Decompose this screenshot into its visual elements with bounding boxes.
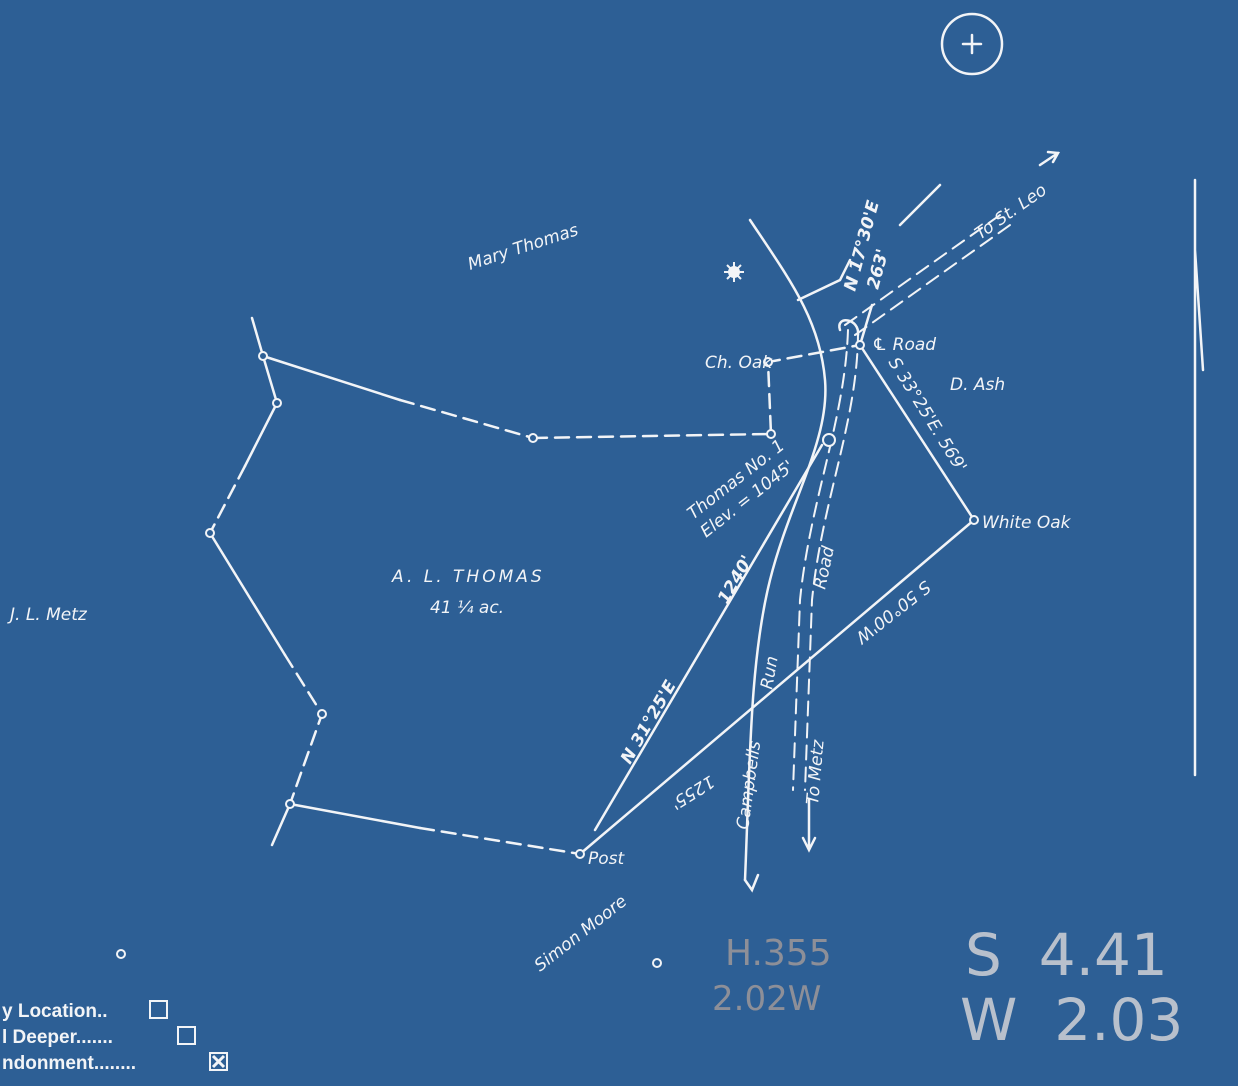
pencil-note: H.355 xyxy=(725,933,832,974)
pencil-note: 2.02W xyxy=(712,979,821,1019)
label: Post xyxy=(588,849,626,869)
label: D. Ash xyxy=(950,375,1005,395)
label: Ch. Oak xyxy=(705,353,773,373)
map: Mary Thomas Ch. Oak ℄ Road D. Ash N 17°3… xyxy=(0,0,1238,1086)
coordinate: S 4.41 xyxy=(965,921,1168,989)
legend-label: y Location.. xyxy=(2,1001,108,1022)
legend-label: ndonment........ xyxy=(2,1053,136,1074)
label: J. L. Metz xyxy=(7,605,88,625)
legend-label: l Deeper....... xyxy=(2,1027,113,1048)
label: White Oak xyxy=(982,513,1072,533)
label: ℄ Road xyxy=(872,335,936,355)
label: A. L. THOMAS xyxy=(391,567,545,587)
coordinate: W 2.03 xyxy=(960,986,1183,1054)
label: 41 ¼ ac. xyxy=(430,598,504,618)
